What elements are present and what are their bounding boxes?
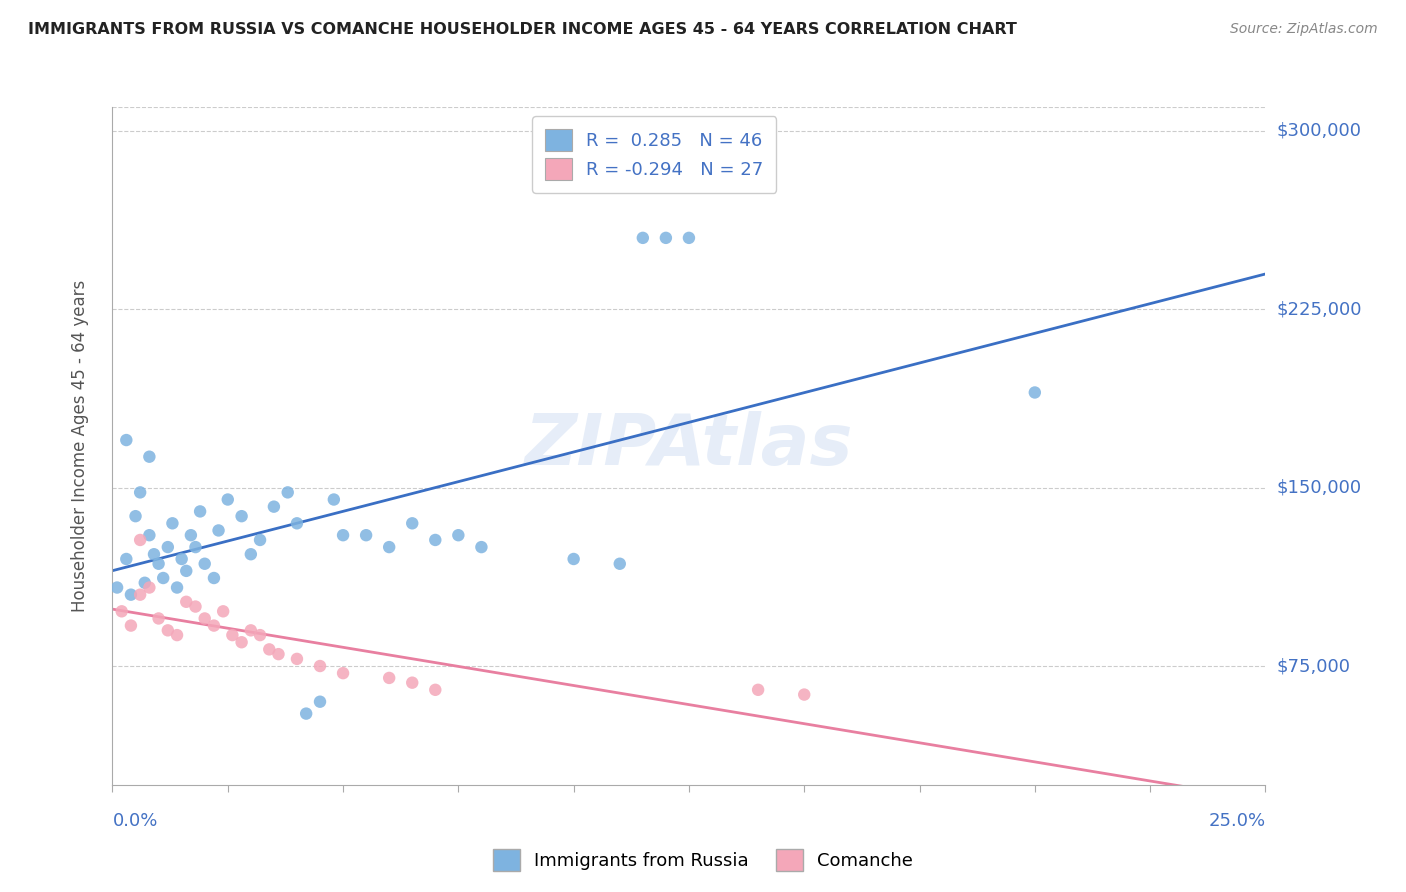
Point [221,628,243,642]
Point [277,485,299,500]
Point [425,682,447,697]
Point [115,552,138,566]
Point [332,666,354,681]
Point [378,671,401,685]
Point [129,485,152,500]
Text: IMMIGRANTS FROM RUSSIA VS COMANCHE HOUSEHOLDER INCOME AGES 45 - 64 YEARS CORRELA: IMMIGRANTS FROM RUSSIA VS COMANCHE HOUSE… [28,22,1017,37]
Point [231,509,253,524]
Point [184,599,207,614]
Point [148,611,170,625]
Point [194,611,217,625]
Point [207,524,229,538]
Point [267,647,290,661]
Point [239,547,262,561]
Point [401,675,423,690]
Point [166,628,188,642]
Point [120,618,142,632]
Point [793,688,815,702]
Y-axis label: Householder Income Ages 45 - 64 years: Householder Income Ages 45 - 64 years [70,280,89,612]
Point [217,492,239,507]
Point [138,528,160,542]
Text: 0.0%: 0.0% [112,812,157,830]
Point [1024,385,1046,400]
Point [143,547,166,561]
Point [470,540,492,554]
Point [156,540,179,554]
Point [332,528,354,542]
Point [239,624,262,638]
Point [401,516,423,531]
Text: Source: ZipAtlas.com: Source: ZipAtlas.com [1230,22,1378,37]
Point [655,231,678,245]
Point [138,581,160,595]
Point [138,450,160,464]
Point [747,682,769,697]
Point [678,231,700,245]
Point [562,552,585,566]
Point [129,533,152,547]
Point [295,706,318,721]
Point [174,564,197,578]
Point [609,557,631,571]
Point [156,624,179,638]
Point [152,571,174,585]
Point [170,552,193,566]
Point [263,500,285,514]
Point [194,557,217,571]
Point [120,588,142,602]
Point [111,604,134,618]
Point [188,504,211,518]
Text: ZIPAtlas: ZIPAtlas [524,411,853,481]
Text: 25.0%: 25.0% [1208,812,1265,830]
Legend: Immigrants from Russia, Comanche: Immigrants from Russia, Comanche [485,842,921,879]
Point [322,492,344,507]
Point [115,433,138,447]
Point [180,528,202,542]
Point [129,588,152,602]
Point [285,652,308,666]
Legend: R =  0.285   N = 46, R = -0.294   N = 27: R = 0.285 N = 46, R = -0.294 N = 27 [533,116,776,193]
Point [249,628,271,642]
Point [249,533,271,547]
Point [148,557,170,571]
Point [231,635,253,649]
Point [174,595,197,609]
Point [259,642,281,657]
Point [378,540,401,554]
Text: $300,000: $300,000 [1277,122,1362,140]
Point [202,618,225,632]
Point [134,575,156,590]
Text: $75,000: $75,000 [1277,657,1351,675]
Point [309,695,332,709]
Point [354,528,377,542]
Point [425,533,447,547]
Point [184,540,207,554]
Point [309,659,332,673]
Point [162,516,184,531]
Point [285,516,308,531]
Point [631,231,654,245]
Text: $150,000: $150,000 [1277,479,1362,497]
Point [202,571,225,585]
Point [212,604,235,618]
Point [105,581,128,595]
Point [124,509,146,524]
Point [447,528,470,542]
Point [166,581,188,595]
Text: $225,000: $225,000 [1277,301,1362,318]
